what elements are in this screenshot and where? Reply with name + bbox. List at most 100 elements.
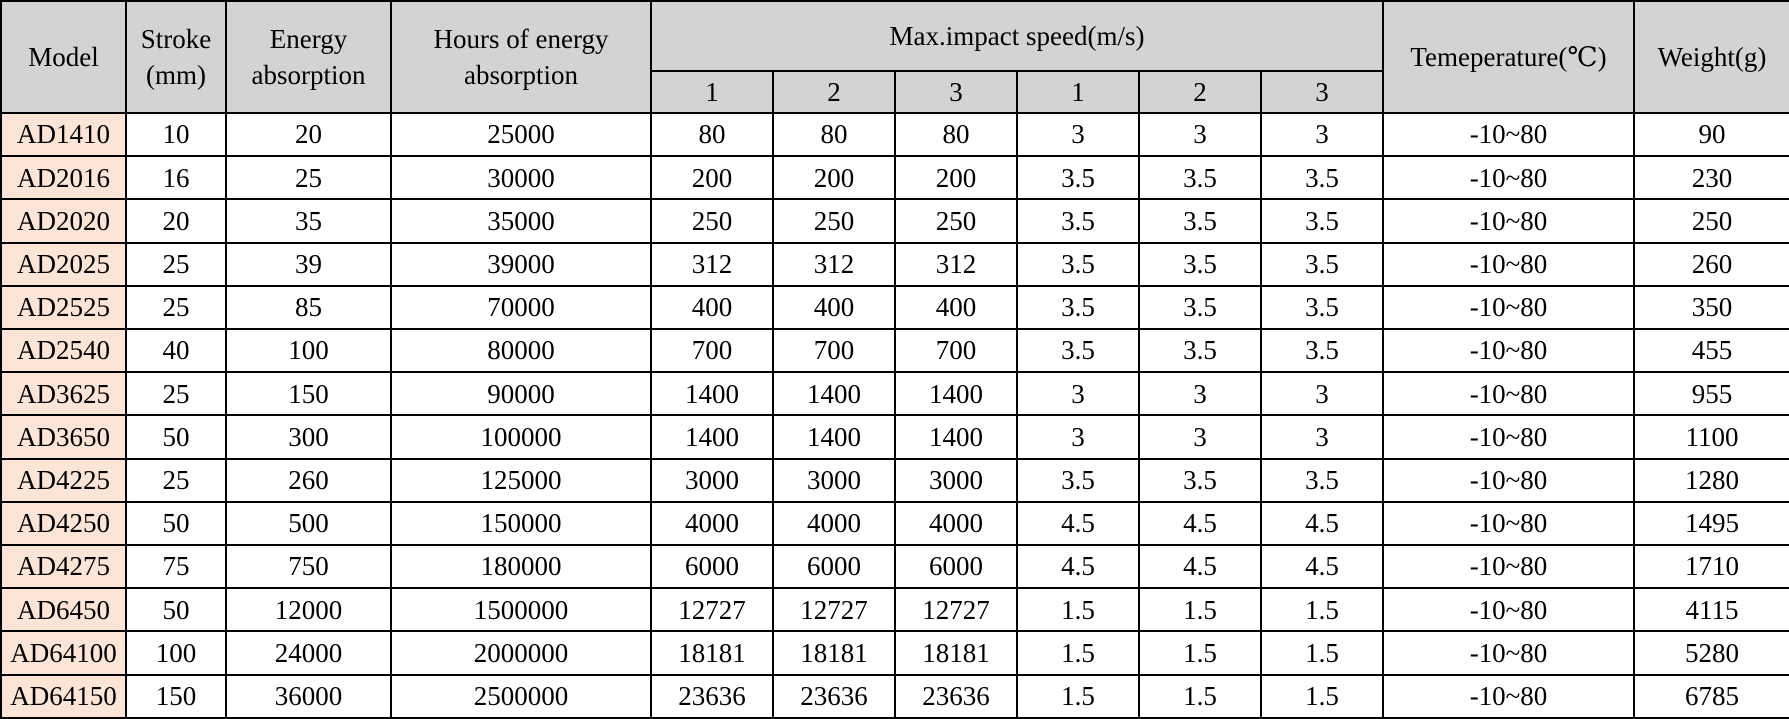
impact-speed-cell-5: 3.5 [1138, 457, 1262, 503]
stroke-cell: 25 [125, 241, 227, 287]
weight-cell: 230 [1633, 155, 1789, 201]
hours-cell: 70000 [390, 284, 652, 331]
impact-speed-cell-1: 312 [650, 241, 774, 287]
weight-cell: 1495 [1633, 500, 1789, 547]
impact-speed-cell-2: 23636 [772, 673, 896, 719]
hours-cell: 90000 [390, 371, 652, 417]
table-row: AD4225 25 260 125000 3000 3000 3000 3.5 3.5 3.5 -1… [0, 457, 1789, 503]
impact-speed-cell-4: 3.5 [1016, 284, 1140, 331]
table-body: AD1410 10 20 25000 80 80 80 3 3 3 -10~80 90 AD2016 16… [0, 111, 1789, 719]
model-cell: AD1410 [0, 111, 127, 158]
impact-speed-cell-4: 4.5 [1016, 544, 1140, 590]
temperature-cell: -10~80 [1382, 155, 1635, 201]
model-cell: AD6450 [0, 587, 127, 633]
weight-cell: 90 [1633, 111, 1789, 158]
header-row-main: Model Stroke (mm) Energy absorption Hour… [0, 0, 1789, 114]
table-row: AD3625 25 150 90000 1400 1400 1400 3 3 3 -10~80 955 [0, 371, 1789, 417]
impact-speed-cell-2: 400 [772, 284, 896, 331]
energy-cell: 750 [225, 544, 392, 590]
table-row: AD2540 40 100 80000 700 700 700 3.5 3.5 3.5 -10~80… [0, 328, 1789, 374]
table-row: AD3650 50 300 100000 1400 1400 1400 3 3 3 -10~80 11… [0, 414, 1789, 460]
impact-speed-cell-5: 3.5 [1138, 328, 1262, 374]
impact-speed-cell-2: 6000 [772, 544, 896, 590]
impact-speed-cell-2: 1400 [772, 414, 896, 460]
impact-speed-cell-3: 1400 [894, 371, 1018, 417]
table-row: AD4275 75 750 180000 6000 6000 6000 4.5 4.5 4.5 -1… [0, 544, 1789, 590]
subcolumn-header-4: 1 [1016, 70, 1140, 114]
energy-cell: 20 [225, 111, 392, 158]
impact-speed-cell-1: 4000 [650, 500, 774, 547]
column-header-energy: Energy absorption [225, 0, 392, 114]
impact-speed-cell-3: 80 [894, 111, 1018, 158]
impact-speed-cell-3: 1400 [894, 414, 1018, 460]
column-header-stroke: Stroke (mm) [125, 0, 227, 114]
stroke-cell: 25 [125, 457, 227, 503]
impact-speed-cell-3: 200 [894, 155, 1018, 201]
temperature-cell: -10~80 [1382, 241, 1635, 287]
weight-cell: 260 [1633, 241, 1789, 287]
impact-speed-cell-1: 400 [650, 284, 774, 331]
header-row-sub: 1 2 3 1 2 3 [1, 70, 1789, 114]
impact-speed-cell-3: 18181 [894, 630, 1018, 676]
model-cell: AD2540 [0, 328, 127, 374]
impact-speed-cell-5: 3.5 [1138, 284, 1262, 331]
temperature-cell: -10~80 [1382, 544, 1635, 590]
energy-cell: 24000 [225, 630, 392, 676]
stroke-cell: 10 [125, 111, 227, 158]
energy-cell: 12000 [225, 587, 392, 633]
model-cell: AD4275 [0, 544, 127, 590]
temperature-cell: -10~80 [1382, 328, 1635, 374]
weight-cell: 1280 [1633, 457, 1789, 503]
impact-speed-cell-3: 12727 [894, 587, 1018, 633]
model-cell: AD2525 [0, 284, 127, 331]
stroke-cell: 150 [125, 673, 227, 719]
impact-speed-cell-1: 18181 [650, 630, 774, 676]
energy-cell: 39 [225, 241, 392, 287]
impact-speed-cell-5: 3 [1138, 111, 1262, 158]
energy-cell: 35 [225, 198, 392, 244]
subcolumn-header-6: 3 [1260, 70, 1384, 114]
hours-cell: 125000 [390, 457, 652, 503]
impact-speed-cell-3: 23636 [894, 673, 1018, 719]
table-row: AD6450 50 12000 1500000 12727 12727 12727 1.5 1.… [0, 587, 1789, 633]
impact-speed-cell-4: 3.5 [1016, 241, 1140, 287]
impact-speed-cell-4: 1.5 [1016, 587, 1140, 633]
subcolumn-header-3: 3 [894, 70, 1018, 114]
weight-cell: 955 [1633, 371, 1789, 417]
energy-cell: 150 [225, 371, 392, 417]
impact-speed-cell-1: 3000 [650, 457, 774, 503]
impact-speed-cell-6: 3.5 [1260, 198, 1384, 244]
impact-speed-cell-4: 3.5 [1016, 198, 1140, 244]
impact-speed-cell-6: 1.5 [1260, 630, 1384, 676]
impact-speed-cell-2: 4000 [772, 500, 896, 547]
stroke-cell: 20 [125, 198, 227, 244]
impact-speed-cell-4: 3.5 [1016, 155, 1140, 201]
impact-speed-cell-6: 4.5 [1260, 500, 1384, 547]
impact-speed-cell-3: 312 [894, 241, 1018, 287]
impact-speed-cell-6: 4.5 [1260, 544, 1384, 590]
subcolumn-header-2: 2 [772, 70, 896, 114]
subcolumn-header-1: 1 [650, 70, 774, 114]
impact-speed-cell-2: 80 [772, 111, 896, 158]
model-cell: AD2025 [0, 241, 127, 287]
model-cell: AD3625 [0, 371, 127, 417]
impact-speed-cell-6: 3 [1260, 371, 1384, 417]
impact-speed-cell-6: 3.5 [1260, 328, 1384, 374]
impact-speed-cell-2: 312 [772, 241, 896, 287]
model-cell: AD2020 [0, 198, 127, 244]
temperature-cell: -10~80 [1382, 587, 1635, 633]
model-cell: AD64150 [0, 673, 127, 719]
impact-speed-cell-6: 3.5 [1260, 457, 1384, 503]
stroke-cell: 75 [125, 544, 227, 590]
impact-speed-cell-5: 3 [1138, 414, 1262, 460]
weight-cell: 1100 [1633, 414, 1789, 460]
weight-cell: 5280 [1633, 630, 1789, 676]
impact-speed-cell-5: 3 [1138, 371, 1262, 417]
impact-speed-cell-5: 3.5 [1138, 155, 1262, 201]
temperature-cell: -10~80 [1382, 198, 1635, 244]
model-cell: AD2016 [0, 155, 127, 201]
impact-speed-cell-2: 12727 [772, 587, 896, 633]
impact-speed-cell-5: 1.5 [1138, 630, 1262, 676]
weight-cell: 350 [1633, 284, 1789, 331]
impact-speed-cell-6: 3.5 [1260, 155, 1384, 201]
